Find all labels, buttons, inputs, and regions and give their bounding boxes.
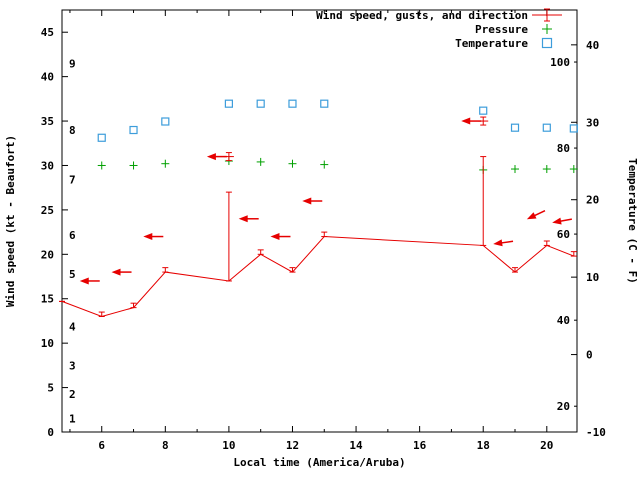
wind-speed-tick-label: 25: [41, 204, 54, 217]
legend-label-wind: Wind speed, gusts, and direction: [316, 9, 528, 22]
celsius-tick-label: 30: [586, 116, 599, 129]
wind-direction-arrow: [302, 197, 323, 205]
temperature-point: [542, 123, 551, 132]
wind-direction-arrows: [79, 117, 572, 285]
temperature-point: [97, 133, 106, 142]
wind-direction-arrow: [111, 268, 132, 276]
celsius-tick-label: 10: [586, 271, 599, 284]
wind-speed-tick-label: 15: [41, 293, 54, 306]
celsius-tick-label: 40: [586, 39, 599, 52]
pressure-series: [97, 157, 578, 174]
square-marker: [541, 37, 553, 49]
celsius-tick-label: -10: [586, 426, 606, 439]
y-left-axis-title: Wind speed (kt - Beaufort): [4, 135, 17, 307]
arrow-head: [493, 239, 503, 247]
x-tick-label: 8: [162, 439, 169, 452]
temperature-point: [288, 99, 297, 108]
beaufort-label: 1: [69, 413, 76, 426]
y-right-axis: -10 0 10 20 30 40 20 40 60 80 100: [550, 39, 606, 439]
wind-speed-line: [61, 236, 575, 318]
arrow-head: [143, 233, 153, 241]
fahrenheit-label: 60: [557, 228, 570, 241]
wind-speed-tick-label: 40: [41, 71, 54, 84]
x-axis: 6 8 10 12 14 16 18 20: [69, 10, 553, 452]
x-tick-label: 14: [349, 439, 363, 452]
temperature-point: [161, 117, 170, 126]
beaufort-label: 5: [69, 268, 76, 281]
fahrenheit-label: 80: [557, 142, 570, 155]
plot-frame: [61, 9, 578, 433]
arrow-head: [79, 277, 89, 285]
beaufort-label: 8: [69, 124, 76, 137]
wind-speed-tick-label: 35: [41, 115, 54, 128]
celsius-tick-label: 20: [586, 194, 599, 207]
temperature-point: [320, 99, 329, 108]
gust-peak-markers: [223, 116, 489, 162]
celsius-tick-label: 0: [586, 349, 593, 362]
beaufort-label: 6: [69, 229, 76, 242]
x-tick-label: 20: [540, 439, 553, 452]
wind-direction-arrow: [461, 117, 482, 125]
beaufort-label: 4: [69, 320, 76, 333]
wind-direction-arrow: [552, 217, 572, 225]
line: [533, 210, 546, 217]
arrow-head: [461, 117, 471, 125]
x-axis-title: Local time (America/Aruba): [233, 456, 405, 469]
axis-titles: Local time (America/Aruba) Wind speed (kt…: [4, 135, 639, 469]
wind-speed-tick-label: 30: [41, 159, 54, 172]
x-tick-label: 12: [286, 439, 299, 452]
x-tick-label: 6: [98, 439, 105, 452]
arrow-head: [111, 268, 121, 276]
temperature-point: [569, 124, 578, 133]
wind-speed-tick-label: 45: [41, 26, 54, 39]
beaufort-label: 9: [69, 57, 76, 70]
y-right-axis-title: Temperature (C - F): [626, 158, 639, 284]
legend-marker-temperature: [541, 37, 553, 49]
x-tick-label: 10: [222, 439, 235, 452]
temperature-point: [510, 123, 520, 132]
arrow-head: [526, 212, 537, 220]
wind-direction-arrow: [493, 239, 514, 247]
line: [501, 240, 514, 244]
wind-series: [59, 156, 577, 318]
wind-direction-arrow: [206, 153, 227, 161]
wind-direction-arrow: [79, 277, 100, 285]
arrow-head: [206, 153, 216, 161]
wind-speed-tick-label: 20: [41, 248, 54, 261]
arrow-head: [270, 233, 280, 241]
legend: Wind speed, gusts, and directionPressure…: [316, 8, 562, 50]
temperature-point: [224, 99, 233, 108]
legend-marker-wind: [532, 8, 562, 22]
wind-direction-arrow: [270, 233, 291, 241]
fahrenheit-label: 40: [557, 314, 570, 327]
wind-direction-arrow: [238, 215, 259, 223]
wind-direction-arrow: [143, 233, 164, 241]
temperature-series: [97, 99, 578, 142]
legend-label-pressure: Pressure: [475, 23, 528, 36]
line: [559, 218, 572, 222]
arrow-head: [302, 197, 312, 205]
wind-speed-tick-label: 10: [41, 337, 54, 350]
arrow-head: [238, 215, 248, 223]
beaufort-label: 7: [69, 174, 76, 187]
legend-marker-pressure: [542, 24, 552, 34]
fahrenheit-label: 20: [557, 400, 570, 413]
plot-border: [61, 9, 578, 433]
legend-label-temperature: Temperature: [455, 37, 528, 50]
beaufort-label: 3: [69, 359, 76, 372]
arrow-head: [552, 217, 562, 225]
temperature-point: [256, 99, 265, 108]
wind-direction-arrow: [526, 210, 546, 220]
fahrenheit-label: 100: [550, 56, 570, 69]
temperature-point: [129, 125, 138, 135]
x-tick-label: 18: [477, 439, 490, 452]
beaufort-label: 2: [69, 388, 76, 401]
temperature-point: [479, 106, 488, 115]
wind-speed-tick-label: 0: [47, 426, 54, 439]
x-tick-label: 16: [413, 439, 427, 452]
wind-speed-tick-label: 5: [47, 382, 54, 395]
